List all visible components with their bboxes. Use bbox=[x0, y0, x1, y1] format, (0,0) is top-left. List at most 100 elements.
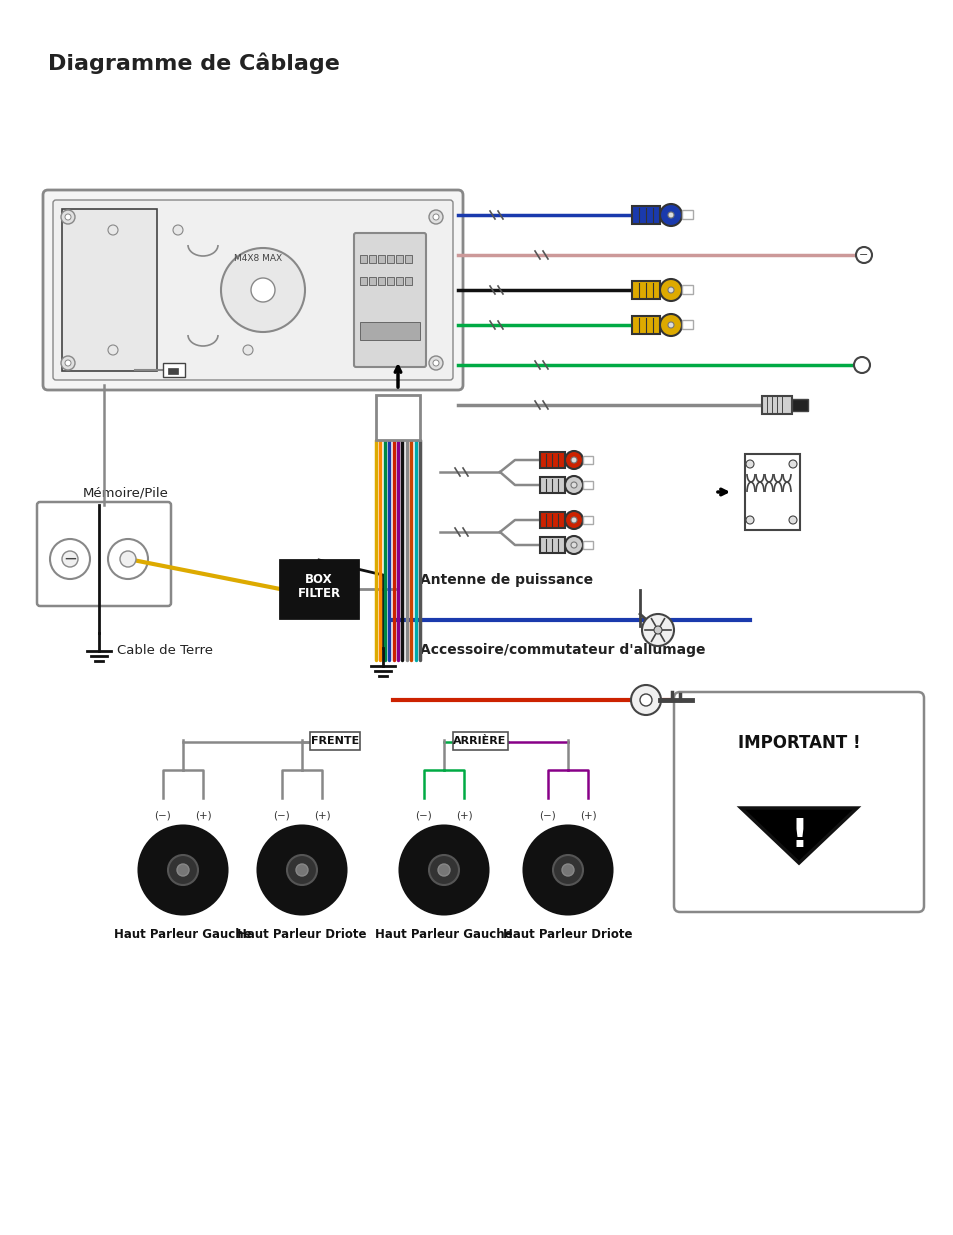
Text: ARRIÈRE: ARRIÈRE bbox=[453, 736, 506, 746]
Circle shape bbox=[855, 247, 871, 263]
Circle shape bbox=[108, 538, 148, 579]
Bar bbox=[280, 559, 357, 618]
Circle shape bbox=[243, 345, 253, 354]
Circle shape bbox=[564, 536, 582, 555]
Text: (−): (−) bbox=[539, 810, 556, 820]
Circle shape bbox=[788, 516, 796, 524]
Circle shape bbox=[50, 538, 90, 579]
Circle shape bbox=[564, 475, 582, 494]
Bar bbox=[395, 254, 402, 263]
Bar bbox=[375, 395, 419, 440]
Text: (+): (+) bbox=[194, 810, 212, 820]
Text: −: − bbox=[63, 550, 77, 568]
Circle shape bbox=[139, 826, 227, 914]
Bar bbox=[405, 277, 412, 285]
Circle shape bbox=[65, 359, 71, 366]
Bar bbox=[369, 277, 375, 285]
Bar bbox=[387, 277, 394, 285]
Circle shape bbox=[221, 248, 305, 332]
Circle shape bbox=[433, 359, 438, 366]
Text: Haut Parleur Gauche: Haut Parleur Gauche bbox=[114, 927, 252, 941]
Circle shape bbox=[667, 287, 673, 293]
Bar bbox=[744, 454, 800, 530]
Circle shape bbox=[108, 225, 118, 235]
Circle shape bbox=[399, 826, 488, 914]
Bar bbox=[387, 254, 394, 263]
Bar bbox=[681, 320, 692, 329]
Text: Diagramme de Câblage: Diagramme de Câblage bbox=[48, 52, 339, 74]
Circle shape bbox=[571, 482, 577, 488]
Text: −: − bbox=[859, 249, 868, 261]
Bar bbox=[582, 541, 593, 550]
Bar bbox=[681, 285, 692, 294]
Circle shape bbox=[571, 457, 577, 463]
Text: !: ! bbox=[789, 818, 807, 855]
Bar bbox=[539, 513, 564, 529]
Text: (+): (+) bbox=[456, 810, 472, 820]
Bar bbox=[405, 254, 412, 263]
Circle shape bbox=[523, 826, 612, 914]
Bar bbox=[359, 322, 419, 340]
FancyBboxPatch shape bbox=[673, 692, 923, 911]
Circle shape bbox=[61, 210, 75, 224]
Text: Haut Parleur Driote: Haut Parleur Driote bbox=[237, 927, 366, 941]
Circle shape bbox=[433, 214, 438, 220]
Circle shape bbox=[62, 551, 78, 567]
Polygon shape bbox=[740, 808, 856, 863]
Text: IMPORTANT !: IMPORTANT ! bbox=[737, 734, 860, 752]
Bar bbox=[631, 282, 659, 299]
Circle shape bbox=[429, 356, 442, 370]
Text: BOX: BOX bbox=[305, 573, 333, 585]
Circle shape bbox=[853, 357, 869, 373]
FancyBboxPatch shape bbox=[37, 501, 171, 606]
Circle shape bbox=[564, 511, 582, 529]
Circle shape bbox=[745, 516, 753, 524]
Circle shape bbox=[745, 459, 753, 468]
Circle shape bbox=[257, 826, 346, 914]
Bar bbox=[359, 254, 367, 263]
Text: Accessoire/commutateur d'allumage: Accessoire/commutateur d'allumage bbox=[419, 643, 705, 657]
Bar bbox=[377, 254, 385, 263]
Bar bbox=[761, 396, 791, 414]
Text: Haut Parleur Driote: Haut Parleur Driote bbox=[503, 927, 632, 941]
Text: Cable de Terre: Cable de Terre bbox=[117, 643, 213, 657]
Bar bbox=[369, 254, 375, 263]
Bar bbox=[791, 399, 807, 411]
Circle shape bbox=[659, 314, 681, 336]
Bar bbox=[310, 732, 359, 750]
Bar bbox=[539, 537, 564, 553]
Text: M4X8 MAX: M4X8 MAX bbox=[233, 253, 282, 263]
Circle shape bbox=[564, 451, 582, 469]
FancyBboxPatch shape bbox=[53, 200, 453, 380]
Text: FILTER: FILTER bbox=[297, 587, 340, 599]
Bar bbox=[681, 210, 692, 219]
Bar bbox=[168, 368, 178, 374]
Circle shape bbox=[120, 551, 136, 567]
Bar bbox=[453, 732, 507, 750]
Circle shape bbox=[553, 855, 582, 885]
Circle shape bbox=[429, 210, 442, 224]
Circle shape bbox=[295, 864, 308, 876]
Circle shape bbox=[429, 855, 458, 885]
Text: (−): (−) bbox=[416, 810, 432, 820]
Circle shape bbox=[571, 517, 577, 522]
Bar bbox=[163, 363, 185, 377]
Circle shape bbox=[437, 864, 450, 876]
Text: (−): (−) bbox=[274, 810, 290, 820]
Bar bbox=[62, 209, 157, 370]
FancyBboxPatch shape bbox=[354, 233, 426, 367]
Text: Haut Parleur Gauche: Haut Parleur Gauche bbox=[375, 927, 513, 941]
Bar bbox=[631, 316, 659, 333]
Circle shape bbox=[654, 626, 661, 634]
Bar bbox=[395, 277, 402, 285]
FancyBboxPatch shape bbox=[43, 190, 462, 390]
Circle shape bbox=[788, 459, 796, 468]
Bar bbox=[539, 452, 564, 468]
Circle shape bbox=[659, 204, 681, 226]
Text: Antenne de puissance: Antenne de puissance bbox=[419, 573, 593, 587]
Circle shape bbox=[287, 855, 316, 885]
Circle shape bbox=[639, 694, 651, 706]
Text: (−): (−) bbox=[154, 810, 172, 820]
Bar bbox=[539, 477, 564, 493]
Circle shape bbox=[61, 356, 75, 370]
